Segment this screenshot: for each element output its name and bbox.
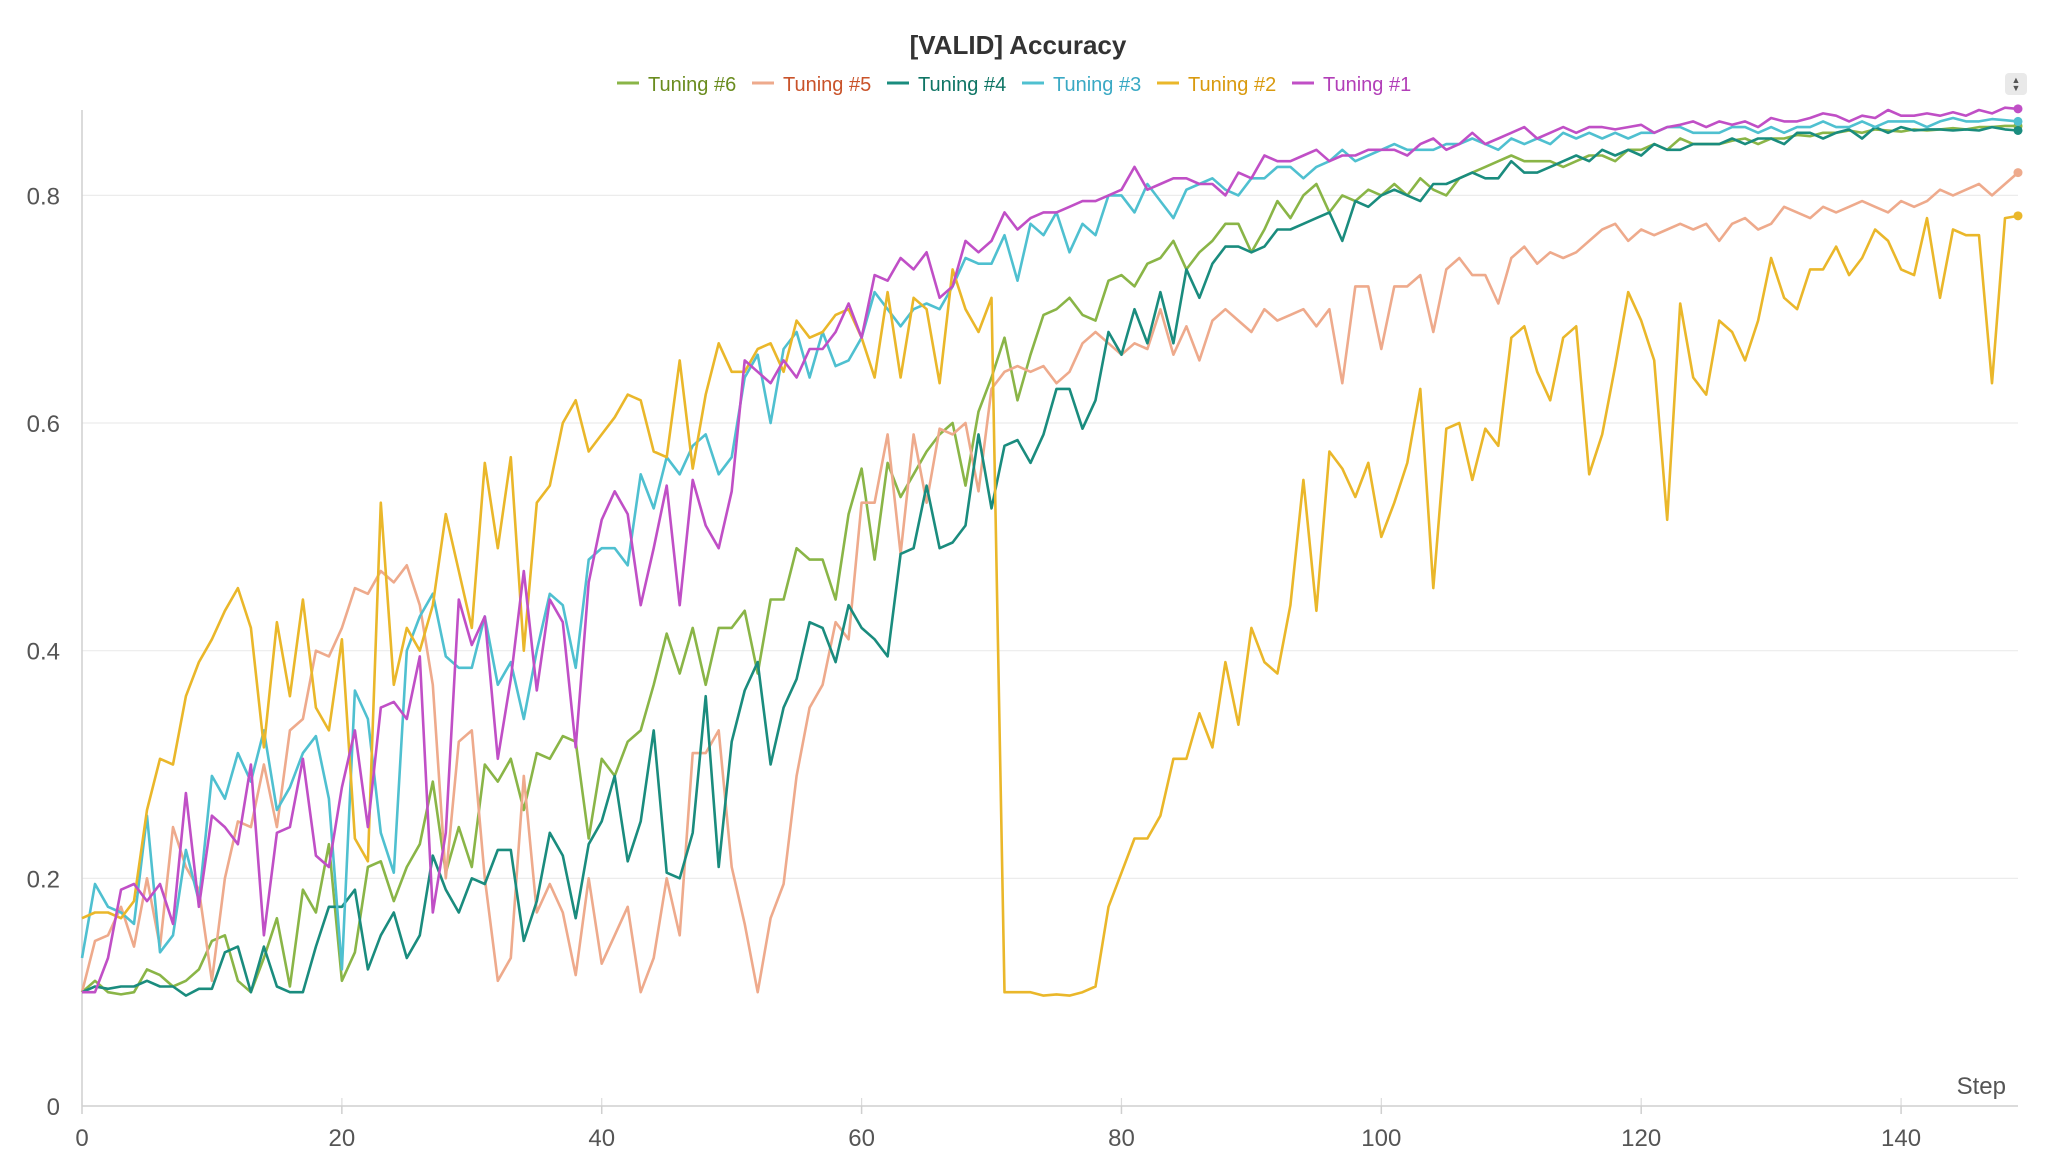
legend-item[interactable]: Tuning #4 — [887, 74, 1006, 96]
legend-item[interactable]: Tuning #1 — [1292, 74, 1411, 96]
x-tick-label: 140 — [1881, 1125, 1921, 1152]
legend-label: Tuning #1 — [1323, 74, 1411, 96]
legend-label: Tuning #2 — [1188, 74, 1276, 96]
legend-label: Tuning #3 — [1053, 74, 1141, 96]
series-line — [81, 214, 2019, 997]
x-tick-label: 20 — [329, 1125, 356, 1152]
axes: 0 0.2 0.4 0.6 0.8 0 20 40 60 80 100 120 140 — [27, 110, 2018, 1152]
legend: Tuning #6 Tuning #5 Tuning #4 Tuning #3 Tuni… — [617, 74, 1411, 96]
series-line — [80, 116, 2019, 971]
series-group — [80, 104, 2023, 997]
y-tick-label: 0.8 — [27, 183, 60, 210]
x-tick-label: 80 — [1108, 1125, 1135, 1152]
series-endpoint — [2013, 104, 2023, 114]
legend-label: Tuning #4 — [918, 74, 1006, 96]
y-tick-label: 0 — [47, 1094, 60, 1121]
legend-item[interactable]: Tuning #6 — [617, 74, 736, 96]
legend-item[interactable]: Tuning #5 — [752, 74, 871, 96]
caret-down-icon: ▼ — [2011, 83, 2021, 93]
series-endpoint — [2013, 125, 2023, 135]
grid — [81, 194, 2018, 1106]
series-endpoint — [2013, 168, 2023, 178]
y-tick-label: 0.6 — [27, 411, 60, 438]
caret-up-icon: ▲ — [2011, 75, 2021, 85]
chart-title: [VALID] Accuracy — [910, 30, 1127, 60]
x-tick-label: 100 — [1361, 1125, 1401, 1152]
x-tick-label: 60 — [848, 1125, 875, 1152]
y-tick-label: 0.4 — [27, 639, 60, 666]
series-endpoint — [2013, 211, 2023, 221]
x-tick-label: 40 — [588, 1125, 615, 1152]
series-endpoint — [2013, 116, 2023, 126]
y-tick-label: 0.2 — [27, 866, 60, 893]
legend-item[interactable]: Tuning #2 — [1157, 74, 1276, 96]
legend-label: Tuning #5 — [783, 74, 871, 96]
series-line — [80, 171, 2019, 994]
chart-menu-button[interactable]: ▲ ▼ — [2005, 73, 2027, 95]
series-line — [81, 125, 2019, 997]
x-tick-label: 0 — [75, 1125, 88, 1152]
legend-item[interactable]: Tuning #3 — [1022, 74, 1141, 96]
series-line — [81, 124, 2018, 996]
x-axis-label: Step — [1957, 1073, 2006, 1100]
legend-label: Tuning #6 — [648, 74, 736, 96]
series-line — [82, 106, 2019, 994]
x-tick-label: 120 — [1621, 1125, 1661, 1152]
